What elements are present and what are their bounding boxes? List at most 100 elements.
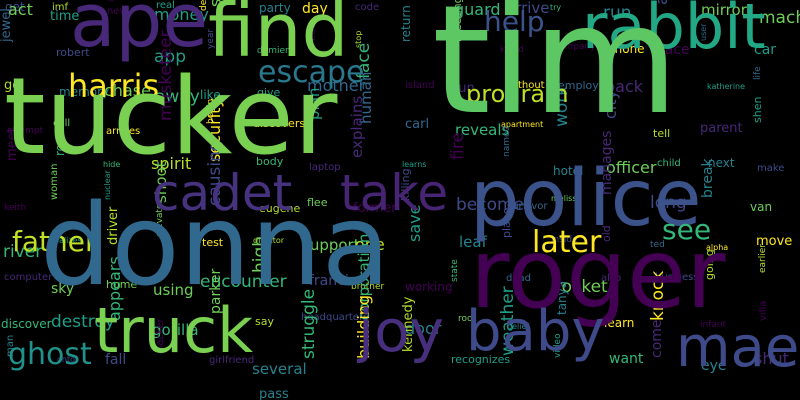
word-small: state — [450, 259, 460, 282]
word-small: keith — [4, 203, 27, 213]
word-baby: baby — [466, 299, 605, 364]
word-small: imf — [52, 2, 69, 13]
word-small: belief — [507, 322, 530, 331]
word-tim: tim — [432, 0, 679, 148]
word-small: door — [405, 319, 442, 338]
word-small: child — [657, 158, 681, 169]
word-small: one — [355, 235, 385, 254]
word-truck: truck — [94, 294, 254, 367]
word-police: police — [470, 154, 702, 244]
word-small: van — [750, 200, 773, 214]
word-small: also — [601, 273, 622, 284]
word-small: flee — [307, 196, 328, 209]
word-small: real — [156, 0, 175, 11]
word-small: money — [154, 5, 209, 24]
word-small: robert — [56, 46, 90, 59]
word-small: shut — [754, 349, 789, 368]
word-small: island — [405, 80, 435, 91]
word-small: mirror — [701, 1, 747, 19]
word-small: dead — [506, 273, 531, 284]
word-small: want — [609, 351, 644, 367]
word-small: arrive — [506, 0, 550, 17]
word-small: tell — [653, 127, 671, 140]
word-small: body — [256, 155, 284, 168]
word-tucker: tucker — [4, 55, 338, 178]
word-small: killed — [500, 45, 524, 55]
word-help: help — [484, 5, 545, 38]
word-small: away — [155, 87, 200, 107]
word-small: sky — [51, 281, 75, 297]
word-small: car — [754, 42, 777, 58]
word-small: business — [655, 272, 699, 283]
word-small: time — [50, 9, 80, 24]
word-small: new — [107, 6, 128, 17]
word-small: without — [507, 80, 545, 91]
word-small: try — [550, 3, 562, 12]
word-see: see — [662, 213, 712, 246]
word-donna: donna — [40, 181, 391, 311]
word-ghost: ghost — [8, 337, 92, 372]
word-small: infant — [700, 320, 727, 330]
word-small: headquarters — [301, 312, 369, 323]
word-small: onto — [57, 355, 75, 364]
word-small: discovers — [253, 117, 306, 130]
word-small: break — [700, 158, 716, 198]
word-small: pass — [259, 387, 289, 400]
word-small: destroy — [51, 312, 115, 332]
word-small: hide — [103, 160, 121, 169]
word-small: spirit — [151, 154, 192, 173]
word-small: move — [756, 234, 793, 249]
word-small: support — [302, 236, 360, 254]
word-small: encounter — [200, 272, 287, 292]
word-small: using — [153, 281, 194, 299]
word-small: explains — [348, 95, 366, 158]
word-later: later — [532, 225, 602, 260]
word-small: computer — [4, 272, 53, 283]
word-small: earlier — [758, 244, 768, 273]
word-small: gorilla — [152, 321, 199, 339]
word-small: employee — [558, 79, 613, 92]
word-small: guard — [454, 0, 501, 19]
word-small: get — [5, 0, 25, 14]
word-small: carl — [405, 117, 430, 132]
word-small: machine — [759, 8, 800, 28]
word-small: act — [8, 0, 33, 19]
word-ape: ape — [70, 0, 208, 64]
word-small: next — [708, 156, 735, 170]
word-small: return — [399, 5, 413, 42]
word-small: working — [405, 280, 453, 294]
word-small: learn — [604, 316, 635, 330]
word-small: officer — [606, 158, 657, 177]
word-small: former — [353, 201, 397, 216]
word-small: girlfriend — [209, 355, 255, 366]
word-find: find — [208, 0, 349, 74]
word-small: like — [200, 88, 221, 102]
word-small: say — [255, 315, 274, 328]
word-small: long — [650, 193, 687, 213]
word-small: damien — [257, 46, 291, 56]
word-small: melissa — [551, 194, 582, 203]
word-program: program — [466, 80, 569, 108]
word-small: survivor — [507, 201, 548, 212]
word-small: go — [4, 78, 21, 93]
word-roger: roger — [470, 218, 726, 330]
word-mae: mae — [676, 315, 800, 380]
word-small: eugene — [259, 202, 301, 215]
word-joy: joy — [358, 297, 444, 365]
word-cadet: cadet — [152, 164, 293, 222]
word-father: father — [12, 225, 97, 258]
word-small: party — [259, 1, 291, 15]
word-small: arrives — [106, 126, 141, 137]
word-small: director — [253, 236, 285, 245]
word-small: day — [302, 1, 328, 17]
word-small: run — [603, 3, 632, 23]
word-small: call — [53, 118, 71, 129]
word-small: rocket — [555, 277, 608, 297]
word-small: leaf — [459, 233, 487, 251]
word-harris: harris — [68, 67, 160, 105]
word-small: brother — [351, 282, 385, 292]
word-small: recognizes — [451, 353, 511, 366]
word-small: realizes — [51, 236, 82, 245]
word-small: code — [355, 2, 380, 13]
